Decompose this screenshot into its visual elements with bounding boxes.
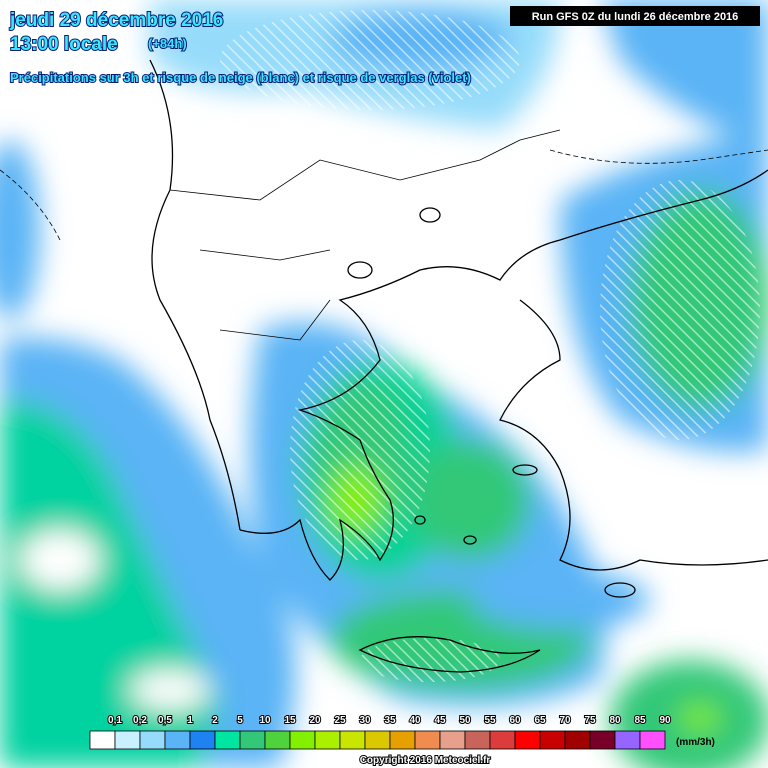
snow-risk bbox=[220, 10, 760, 682]
legend-swatch bbox=[139, 730, 166, 750]
description: Précipitations sur 3h et risque de neige… bbox=[10, 70, 471, 85]
legend-label: 85 bbox=[634, 715, 646, 726]
legend-label: 2 bbox=[212, 715, 218, 726]
legend-label: 15 bbox=[284, 715, 296, 726]
legend-swatch bbox=[589, 730, 616, 750]
run-info: Run GFS 0Z du lundi 26 décembre 2016 bbox=[532, 11, 739, 23]
legend-swatch bbox=[414, 730, 441, 750]
legend-swatch bbox=[389, 730, 416, 750]
legend-label: 0,5 bbox=[158, 715, 172, 726]
copyright: Copyright 2016 Meteociel.fr bbox=[360, 755, 491, 766]
legend-label: 60 bbox=[509, 715, 521, 726]
run-box bbox=[510, 6, 760, 26]
legend-label: 25 bbox=[334, 715, 346, 726]
legend-swatch bbox=[264, 730, 291, 750]
legend-swatch bbox=[314, 730, 341, 750]
legend-swatch bbox=[114, 730, 141, 750]
legend-label: 30 bbox=[359, 715, 371, 726]
legend-swatch bbox=[239, 730, 266, 750]
legend-label: 0,1 bbox=[108, 715, 122, 726]
time: 13:00 locale bbox=[10, 34, 118, 55]
legend-label: 40 bbox=[409, 715, 421, 726]
legend-label: 5 bbox=[237, 715, 243, 726]
legend-swatch bbox=[464, 730, 491, 750]
legend-label: 45 bbox=[434, 715, 446, 726]
legend-swatch bbox=[214, 730, 241, 750]
legend-swatch bbox=[89, 730, 116, 750]
legend-label: 10 bbox=[259, 715, 271, 726]
legend: 0,1 0,2 0,5 1 2 5 10 15 20 25 30 35 40 45 50 55 60 65 70 75… bbox=[89, 714, 672, 750]
legend-label: 1 bbox=[187, 715, 193, 726]
legend-swatch bbox=[339, 730, 366, 750]
legend-label: 70 bbox=[559, 715, 571, 726]
lead-time: (+84h) bbox=[148, 36, 187, 51]
legend-swatch bbox=[564, 730, 591, 750]
legend-swatch bbox=[189, 730, 216, 750]
legend-label: 35 bbox=[384, 715, 396, 726]
legend-swatch bbox=[489, 730, 516, 750]
legend-swatch bbox=[439, 730, 466, 750]
legend-swatch bbox=[364, 730, 391, 750]
legend-label: 50 bbox=[459, 715, 471, 726]
legend-label: 0,2 bbox=[133, 715, 147, 726]
legend-swatch bbox=[639, 730, 666, 750]
date: jeudi 29 décembre 2016 bbox=[9, 10, 223, 31]
legend-label: 20 bbox=[309, 715, 321, 726]
legend-label: 90 bbox=[659, 715, 671, 726]
legend-label: 75 bbox=[584, 715, 596, 726]
legend-swatch bbox=[539, 730, 566, 750]
legend-swatch bbox=[164, 730, 191, 750]
legend-unit: (mm/3h) bbox=[676, 737, 715, 748]
legend-swatch bbox=[514, 730, 541, 750]
legend-label: 65 bbox=[534, 715, 546, 726]
legend-label: 80 bbox=[609, 715, 621, 726]
legend-label: 55 bbox=[484, 715, 496, 726]
coastlines bbox=[0, 59, 768, 673]
legend-swatch bbox=[614, 730, 641, 750]
legend-swatch bbox=[289, 730, 316, 750]
